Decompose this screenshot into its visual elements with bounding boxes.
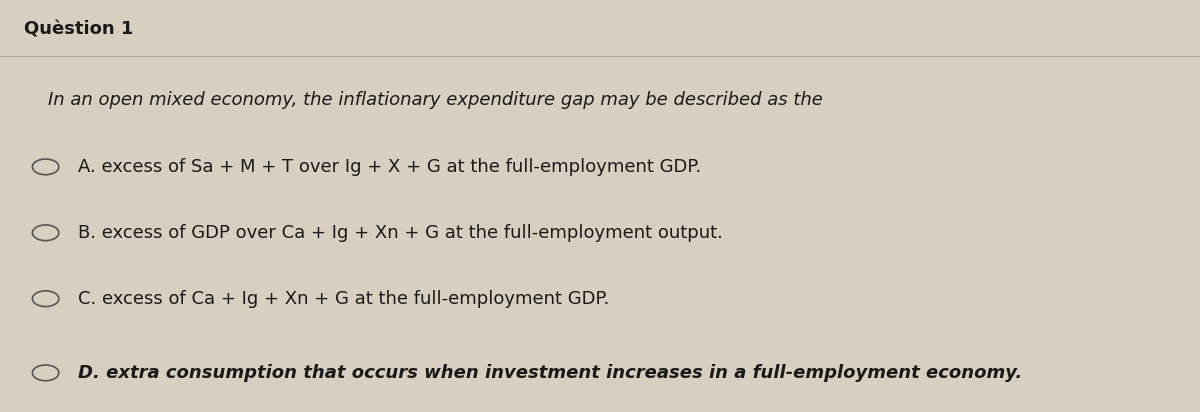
Text: D. extra consumption that occurs when investment increases in a full-employment : D. extra consumption that occurs when in… [78, 364, 1022, 382]
Text: Quèstion 1: Quèstion 1 [24, 21, 133, 39]
Text: C. excess of Ca + Ig + Xn + G at the full-employment GDP.: C. excess of Ca + Ig + Xn + G at the ful… [78, 290, 610, 308]
Text: B. excess of GDP over Ca + Ig + Xn + G at the full-employment output.: B. excess of GDP over Ca + Ig + Xn + G a… [78, 224, 722, 242]
Text: A. excess of Sa + M + T over Ig + X + G at the full-employment GDP.: A. excess of Sa + M + T over Ig + X + G … [78, 158, 701, 176]
Text: In an open mixed economy, the inflationary expenditure gap may be described as t: In an open mixed economy, the inflationa… [48, 91, 823, 109]
